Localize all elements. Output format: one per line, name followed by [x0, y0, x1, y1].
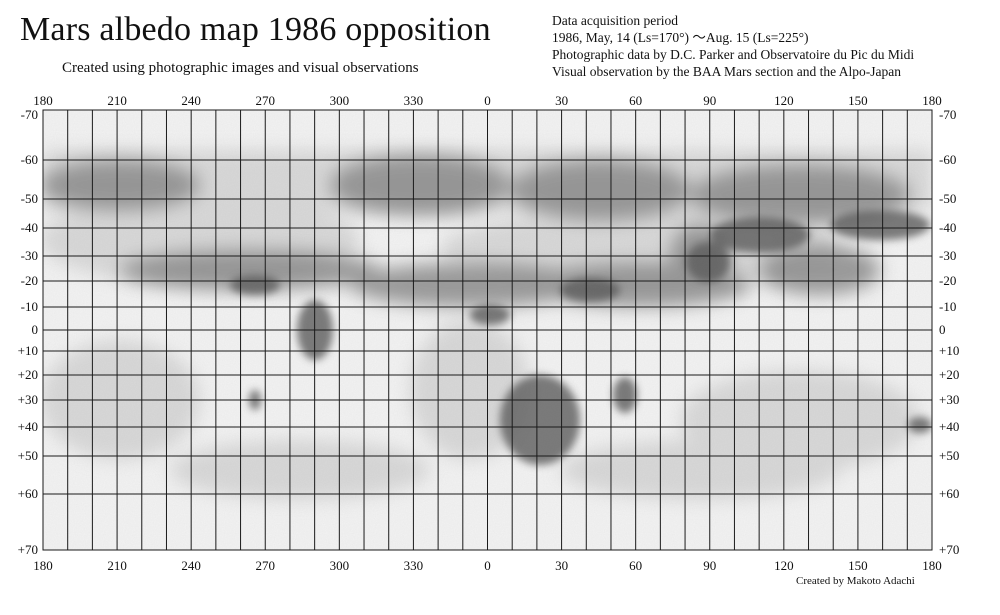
map-border [42, 109, 933, 551]
lat-label-left: +10 [18, 343, 38, 358]
lon-label-bottom: 210 [107, 558, 127, 573]
lon-label-bottom: 330 [404, 558, 424, 573]
lon-label-bottom: 90 [703, 558, 716, 573]
lat-label-right: -10 [939, 299, 956, 314]
longitude-labels-bottom: 180 210 240 270 300 330 0 30 60 90 120 150 180 [33, 558, 942, 573]
info-visual-source: Visual observation by the BAA Mars secti… [552, 64, 902, 79]
lat-label-right: -70 [939, 107, 956, 122]
info-period-heading: Data acquisition period [552, 13, 678, 28]
lon-label-top: 270 [256, 93, 276, 108]
lat-label-left: -40 [21, 220, 38, 235]
info-photo-source: Photographic data by D.C. Parker and Obs… [552, 47, 915, 62]
lon-label-bottom: 180 [922, 558, 942, 573]
lon-label-top: 0 [484, 93, 491, 108]
map-subtitle: Created using photographic images and vi… [62, 60, 419, 76]
lat-label-right: +10 [939, 343, 959, 358]
lat-label-left: -10 [21, 299, 38, 314]
lat-label-left: +70 [18, 542, 38, 557]
latitude-labels-right: -70 -60 -50 -40 -30 -20 -10 0 +10 +20 +30 +40 +50 +60… [939, 107, 959, 557]
lat-label-left: -30 [21, 248, 38, 263]
lat-label-right: -60 [939, 152, 956, 167]
lat-label-right: -50 [939, 191, 956, 206]
lon-label-top: 300 [330, 93, 350, 108]
lat-label-left: -60 [21, 152, 38, 167]
lon-label-top: 210 [107, 93, 127, 108]
lat-label-left: -70 [21, 107, 38, 122]
lat-label-left: +20 [18, 367, 38, 382]
lon-label-top: 120 [774, 93, 794, 108]
lat-label-right: +70 [939, 542, 959, 557]
acquisition-info: Data acquisition period 1986, May, 14 (L… [552, 12, 914, 80]
lon-label-bottom: 120 [774, 558, 794, 573]
lat-label-right: +30 [939, 392, 959, 407]
longitude-labels-top: 180 210 240 270 300 330 0 30 60 90 120 150 180 [33, 93, 942, 108]
lat-label-left: +60 [18, 486, 38, 501]
lon-label-bottom: 150 [848, 558, 868, 573]
info-period-dates: 1986, May, 14 (Ls=170°) ～Aug. 15 (Ls=225… [552, 30, 809, 45]
lat-label-left: -20 [21, 273, 38, 288]
lon-label-top: 330 [404, 93, 424, 108]
lon-label-top: 30 [555, 93, 568, 108]
lat-label-right: +50 [939, 448, 959, 463]
lon-label-top: 60 [629, 93, 642, 108]
lon-label-bottom: 240 [181, 558, 201, 573]
lon-label-top: 240 [181, 93, 201, 108]
lat-label-right: +60 [939, 486, 959, 501]
lat-label-left: +30 [18, 392, 38, 407]
lon-label-bottom: 180 [33, 558, 53, 573]
lon-label-bottom: 300 [330, 558, 350, 573]
lon-label-bottom: 270 [256, 558, 276, 573]
author-credit: Created by Makoto Adachi [796, 575, 915, 587]
lat-label-left: +40 [18, 419, 38, 434]
map-title: Mars albedo map 1986 opposition [20, 11, 491, 48]
lon-label-top: 180 [922, 93, 942, 108]
lat-label-left: +50 [18, 448, 38, 463]
lon-label-top: 90 [703, 93, 716, 108]
lon-label-top: 150 [848, 93, 868, 108]
lat-label-right: -20 [939, 273, 956, 288]
lat-label-right: -30 [939, 248, 956, 263]
lon-label-bottom: 60 [629, 558, 642, 573]
lon-label-top: 180 [33, 93, 53, 108]
lat-label-left: 0 [32, 322, 39, 337]
lon-label-bottom: 30 [555, 558, 568, 573]
latitude-labels-left: -70 -60 -50 -40 -30 -20 -10 0 +10 +20 +30 +40 +50 +60… [18, 107, 38, 557]
lat-lon-grid [42, 110, 933, 550]
lat-label-right: +20 [939, 367, 959, 382]
lat-label-left: -50 [21, 191, 38, 206]
lon-label-bottom: 0 [484, 558, 491, 573]
lat-label-right: 0 [939, 322, 946, 337]
lat-label-right: +40 [939, 419, 959, 434]
lat-label-right: -40 [939, 220, 956, 235]
